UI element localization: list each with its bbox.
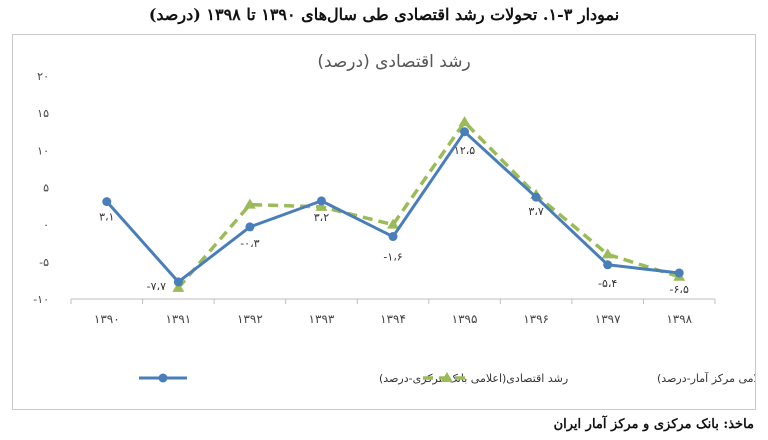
data-label: -۶،۵ (670, 283, 689, 296)
y-tick-label: ۱۰ (37, 144, 49, 157)
x-tick-label: ۱۳۹۰ (94, 312, 120, 326)
data-point-markaz-amar (172, 281, 185, 292)
data-label: -۵،۴ (598, 277, 617, 290)
data-label: -۱،۶ (383, 251, 402, 264)
legend-marker-markaz-amar (441, 372, 453, 382)
data-point-markaz-amar (243, 198, 256, 209)
x-tick-label: ۱۳۹۵ (452, 312, 478, 326)
legend-label-markaz-amar: رشد اقتصادی(اعلامی مرکز آمار-درصد) (657, 371, 755, 385)
y-tick-label: ۰ (43, 219, 49, 232)
data-point-bank-markazi (316, 196, 326, 206)
source-note: ماخذ: بانک مرکزی و مرکز آمار ایران (553, 417, 754, 432)
data-point-bank-markazi (173, 277, 183, 287)
data-label: ۳،۱ (99, 211, 114, 224)
legend: رشد اقتصادی(اعلامی بانک مرکزی-درصد) رشد ا… (139, 371, 768, 385)
y-tick-label: ۲۰ (37, 70, 49, 83)
y-tick-label: ۱۵ (37, 107, 49, 120)
data-point-bank-markazi (674, 268, 684, 278)
data-point-markaz-amar (315, 200, 328, 211)
data-labels: ۳،۱ -۷،۷ -۰،۳ ۳،۲ -۱،۶ ۱۲،۵ ۳،۷ -۵،۴ -۶،۵ (99, 144, 689, 296)
data-point-markaz-amar (387, 218, 399, 229)
series-layer (102, 116, 686, 292)
data-label: ۱۲،۵ (454, 144, 475, 157)
data-point-markaz-amar (458, 116, 471, 127)
y-tick-label: -۵ (39, 256, 49, 269)
data-label: ۳،۲ (314, 211, 329, 224)
data-point-markaz-amar (601, 248, 614, 259)
x-tick-label: ۱۳۹۶ (523, 312, 549, 326)
x-tick-label: ۱۳۹۲ (237, 312, 263, 326)
data-label: ۳،۷ (528, 205, 543, 218)
data-point-bank-markazi (603, 260, 613, 270)
y-tick-label: -۱۰ (33, 293, 49, 306)
data-label: -۰،۳ (240, 237, 259, 250)
x-tick-label: ۱۳۹۴ (380, 312, 406, 326)
data-point-bank-markazi (102, 197, 112, 207)
axes: -۱۰ -۵ ۰ ۵ ۱۰ ۱۵ ۲۰ ۱۳۹۰ ۱۳۹۱ ۱۳۹۲ ۱۳۹۳ ۱۳۹۴ ۱۳۹۵ ۱۳۹… (33, 70, 716, 326)
x-tick-label: ۱۳۹۱ (165, 312, 191, 326)
series-line-markaz-amar (176, 120, 680, 289)
line-chart: رشد اقتصادی (درصد) -۱۰ -۵ ۰ ۵ ۱۰ ۱۵ ۲۰ ۱۳۹۰ ۱۳۹۱… (33, 52, 768, 385)
data-point-bank-markazi (388, 232, 398, 242)
chart-title: رشد اقتصادی (درصد) (317, 52, 470, 72)
x-tick-label: ۱۳۹۷ (595, 312, 621, 326)
figure-title: نمودار ۳-۱. تحولات رشد اقتصادی طی سال‌ها… (148, 5, 620, 24)
legend-label-bank-markazi: رشد اقتصادی(اعلامی بانک مرکزی-درصد) (379, 372, 568, 385)
data-point-bank-markazi (531, 192, 541, 202)
chart-frame: رشد اقتصادی (درصد) -۱۰ -۵ ۰ ۵ ۱۰ ۱۵ ۲۰ ۱۳۹۰ ۱۳۹۱… (12, 34, 768, 410)
x-tick-label: ۱۳۹۳ (309, 312, 335, 326)
x-tick-label: ۱۳۹۸ (666, 312, 692, 326)
y-tick-label: ۵ (43, 182, 49, 195)
legend-marker-bank-markazi (158, 373, 168, 383)
data-label: -۷،۷ (147, 280, 166, 293)
data-point-bank-markazi (460, 127, 470, 137)
data-point-bank-markazi (245, 222, 255, 232)
